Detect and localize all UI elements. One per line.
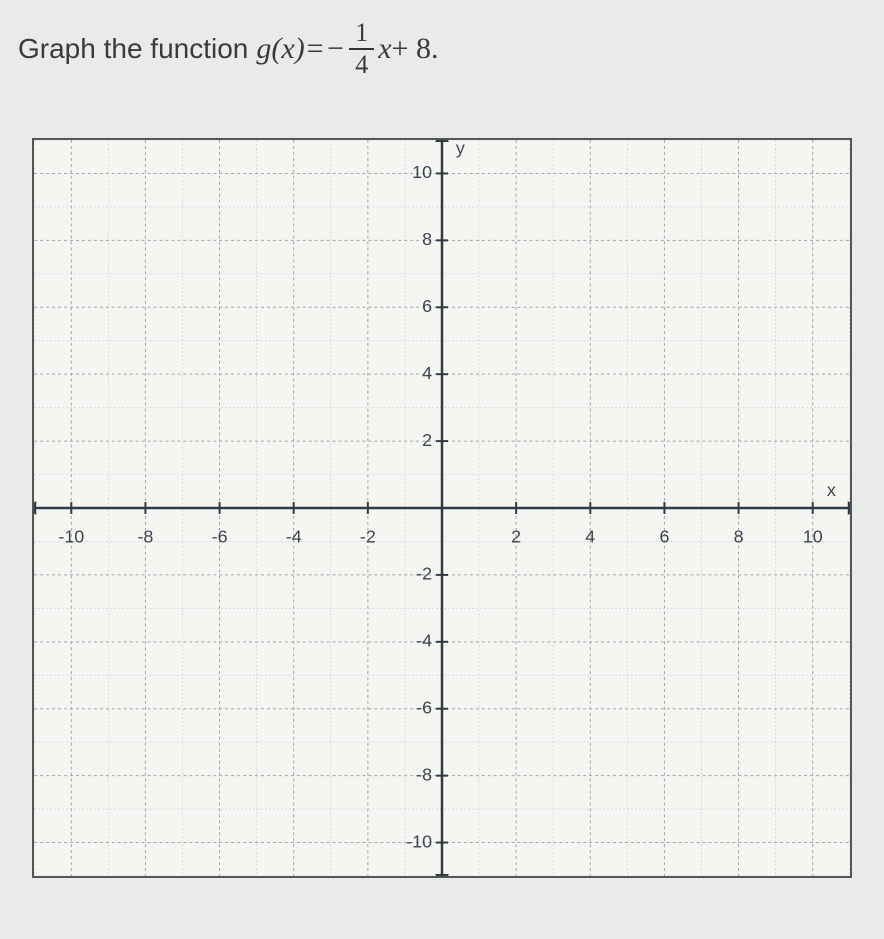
fraction-den: 4 <box>349 50 374 78</box>
svg-text:-4: -4 <box>286 527 302 547</box>
neg-sign: − <box>325 32 345 66</box>
equals-sign: = <box>305 32 325 66</box>
fraction: 1 4 <box>349 20 374 78</box>
svg-text:4: 4 <box>422 363 432 383</box>
svg-text:8: 8 <box>734 527 744 547</box>
svg-text:-2: -2 <box>360 527 376 547</box>
tail-var: x <box>378 32 391 66</box>
svg-text:-8: -8 <box>416 764 432 784</box>
svg-text:y: y <box>456 140 465 158</box>
svg-text:-10: -10 <box>58 527 84 547</box>
svg-text:10: 10 <box>412 162 432 182</box>
open-paren: ( <box>271 32 281 66</box>
func-arg: x <box>281 32 294 66</box>
svg-text:10: 10 <box>803 527 823 547</box>
close-paren: ) <box>295 32 305 66</box>
svg-text:-8: -8 <box>137 527 153 547</box>
svg-text:-6: -6 <box>212 527 228 547</box>
grid-svg: -10 -8 -6 -4 -2 2 4 6 8 10 10 8 6 4 2 -2 -4 -6 -8 -10 y x <box>34 140 850 876</box>
prompt-lead: Graph the function <box>18 33 248 65</box>
svg-text:-4: -4 <box>416 631 432 651</box>
question-prompt: Graph the function g ( x ) = − 1 4 x + 8… <box>18 20 866 78</box>
svg-text:-6: -6 <box>416 697 432 717</box>
svg-text:6: 6 <box>659 527 669 547</box>
fraction-num: 1 <box>349 20 374 50</box>
svg-text:2: 2 <box>422 430 432 450</box>
svg-text:x: x <box>827 480 836 500</box>
func-g: g <box>256 32 271 66</box>
tail-plus: + 8. <box>392 32 439 66</box>
svg-text:4: 4 <box>585 527 595 547</box>
coordinate-plane[interactable]: -10 -8 -6 -4 -2 2 4 6 8 10 10 8 6 4 2 -2 -4 -6 -8 -10 y x <box>32 138 852 878</box>
svg-text:2: 2 <box>511 527 521 547</box>
svg-text:8: 8 <box>422 229 432 249</box>
svg-text:6: 6 <box>422 296 432 316</box>
svg-text:-10: -10 <box>406 831 432 851</box>
svg-text:-2: -2 <box>416 564 432 584</box>
